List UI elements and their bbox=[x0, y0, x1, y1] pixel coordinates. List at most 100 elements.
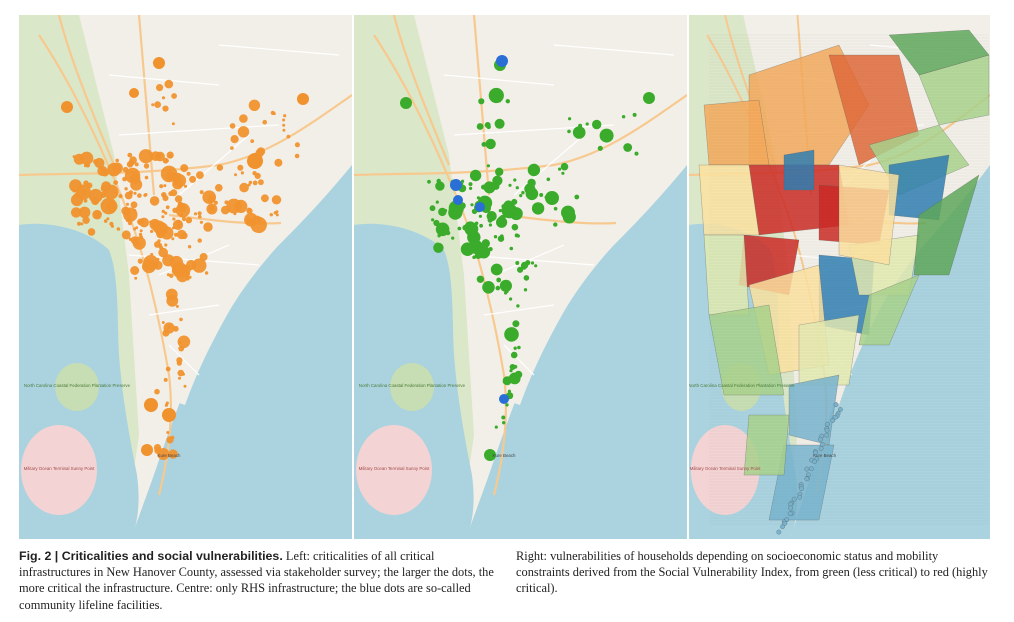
rhs-dot bbox=[483, 239, 489, 245]
criticality-dot bbox=[163, 377, 168, 382]
rhs-dot bbox=[539, 193, 544, 197]
major-road bbox=[137, 15, 156, 196]
svi-cell bbox=[824, 432, 830, 438]
criticality-dot bbox=[248, 99, 261, 112]
criticality-dot bbox=[166, 431, 170, 434]
rhs-dot bbox=[435, 200, 439, 204]
criticality-dot bbox=[234, 173, 237, 177]
criticality-dot bbox=[135, 226, 139, 230]
map-panels: North Carolina Coastal Federation Planta… bbox=[19, 15, 990, 539]
svi-cell bbox=[797, 494, 803, 500]
rhs-dot bbox=[523, 275, 530, 281]
criticality-dot bbox=[174, 232, 178, 237]
rhs-dot bbox=[634, 151, 639, 156]
criticality-dot bbox=[230, 135, 239, 144]
svi-cell bbox=[782, 521, 788, 526]
rhs-dot bbox=[436, 178, 441, 184]
svi-cell bbox=[838, 407, 843, 412]
criticality-dot bbox=[165, 366, 171, 372]
svi-polygon bbox=[703, 99, 770, 166]
rhs-dot bbox=[476, 123, 484, 130]
criticality-dot bbox=[199, 220, 203, 224]
basemap bbox=[354, 15, 687, 539]
criticality-dot bbox=[165, 205, 170, 210]
rhs-dot bbox=[505, 403, 509, 407]
rhs-dot bbox=[545, 191, 559, 205]
criticality-dot bbox=[126, 202, 129, 206]
criticality-dot bbox=[144, 175, 149, 180]
rhs-dot bbox=[495, 167, 504, 176]
criticality-dot bbox=[153, 260, 163, 270]
criticality-dot bbox=[256, 147, 266, 156]
criticality-dot bbox=[173, 174, 180, 181]
criticality-dot bbox=[182, 208, 186, 212]
rhs-dot bbox=[560, 162, 569, 171]
criticality-dot bbox=[168, 154, 172, 158]
rhs-dot bbox=[501, 415, 506, 420]
rhs-dot bbox=[499, 279, 512, 292]
map-centre-rhs-infrastructure: North Carolina Coastal Federation Planta… bbox=[354, 15, 687, 539]
rhs-dot bbox=[486, 124, 491, 130]
criticality-dot bbox=[197, 211, 202, 216]
rhs-dot bbox=[497, 99, 502, 103]
svi-polygon bbox=[698, 164, 760, 236]
criticality-dot bbox=[183, 384, 187, 388]
criticality-dot bbox=[161, 96, 166, 100]
rhs-dot bbox=[515, 186, 519, 190]
criticality-dot bbox=[163, 322, 175, 334]
svi-cell bbox=[788, 501, 793, 507]
svi-cell bbox=[804, 476, 810, 482]
criticality-dot bbox=[282, 128, 286, 132]
svi-cell bbox=[788, 505, 794, 511]
major-road bbox=[57, 15, 116, 166]
criticality-dot bbox=[80, 151, 94, 165]
criticality-dot bbox=[150, 229, 154, 233]
criticality-dot bbox=[177, 201, 184, 208]
rhs-dot bbox=[507, 389, 511, 393]
criticality-dot bbox=[161, 209, 165, 214]
svi-polygon bbox=[858, 274, 920, 346]
criticality-dot bbox=[133, 191, 137, 195]
criticality-dot bbox=[144, 193, 148, 197]
criticality-dot bbox=[87, 228, 96, 236]
criticality-dot bbox=[161, 215, 165, 219]
rhs-dot bbox=[567, 129, 571, 134]
criticality-dot bbox=[286, 134, 291, 139]
criticality-dot bbox=[72, 155, 76, 159]
rhs-dot bbox=[597, 145, 603, 151]
rhs-dot bbox=[479, 223, 483, 228]
criticality-dot bbox=[273, 211, 277, 215]
criticality-dot bbox=[85, 163, 91, 168]
rhs-dot bbox=[509, 297, 513, 301]
svi-polygon bbox=[838, 164, 900, 266]
criticality-dot bbox=[253, 215, 262, 224]
major-road bbox=[373, 34, 508, 496]
rhs-dot bbox=[493, 235, 498, 239]
criticality-dot bbox=[128, 237, 133, 241]
rhs-dot bbox=[494, 118, 505, 129]
criticality-dot bbox=[170, 189, 178, 197]
svi-cell bbox=[799, 486, 804, 491]
criticality-dot bbox=[154, 388, 160, 395]
criticality-dot bbox=[151, 103, 155, 107]
military-zone-label: Military Ocean Terminal Sunny Point bbox=[690, 466, 761, 471]
rhs-dots bbox=[400, 59, 655, 461]
criticality-dot bbox=[110, 224, 114, 228]
criticality-dot bbox=[275, 213, 279, 217]
criticality-dot bbox=[166, 436, 174, 444]
rhs-dot bbox=[561, 205, 575, 220]
barrier-island bbox=[179, 165, 345, 405]
rhs-dot bbox=[623, 143, 633, 152]
criticality-dot bbox=[172, 219, 184, 230]
criticality-dot bbox=[271, 195, 282, 205]
rhs-dot bbox=[534, 264, 538, 268]
rhs-dot bbox=[509, 369, 513, 373]
criticality-dot bbox=[107, 162, 121, 177]
svi-polygon bbox=[708, 304, 785, 396]
rhs-dot bbox=[546, 177, 551, 182]
criticality-dot bbox=[178, 376, 181, 380]
criticality-dot bbox=[226, 198, 242, 214]
park-label: North Carolina Coastal Federation Planta… bbox=[689, 383, 795, 388]
criticality-dot bbox=[118, 194, 123, 199]
svi-cell bbox=[824, 427, 830, 433]
